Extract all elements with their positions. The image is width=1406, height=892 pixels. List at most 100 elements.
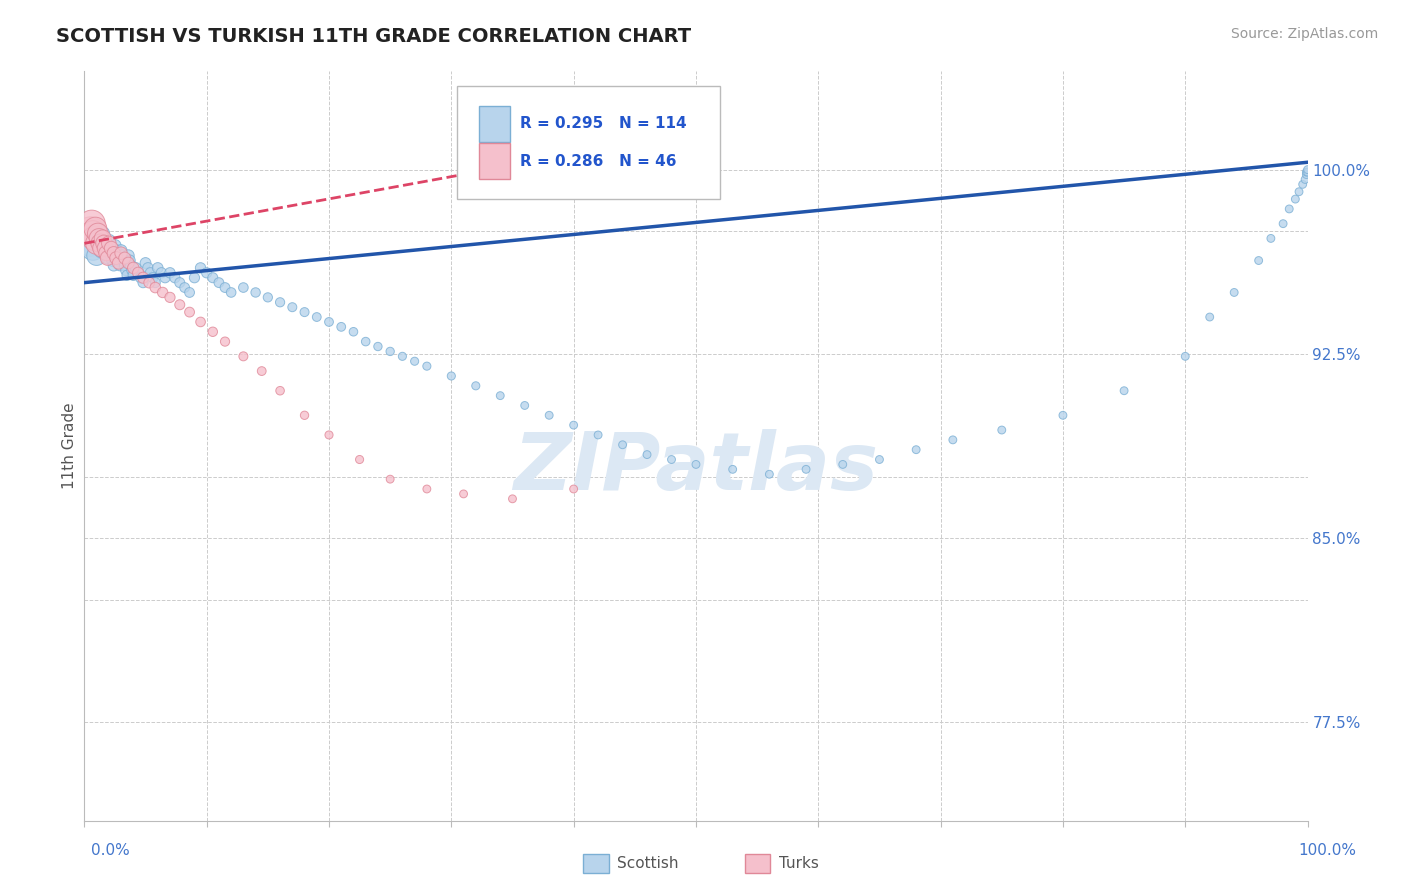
Point [86, 224, 108, 238]
Point [190, 315, 212, 329]
Point [1296, 165, 1319, 179]
Point [117, 256, 139, 270]
Point [1052, 409, 1074, 423]
Point [89, 236, 111, 251]
Point [136, 260, 159, 275]
Point [87, 229, 110, 244]
Point [103, 246, 125, 260]
Point [142, 270, 165, 285]
Point [93, 236, 115, 251]
Point [1294, 172, 1316, 186]
Point [269, 384, 291, 398]
Point [163, 270, 186, 285]
Point [942, 433, 965, 447]
Point [83, 231, 105, 245]
Point [318, 315, 340, 329]
Point [721, 462, 744, 476]
Point [86, 236, 108, 251]
Point [127, 266, 149, 280]
Point [114, 259, 136, 273]
Text: Turks: Turks [779, 856, 818, 871]
Point [91, 231, 114, 245]
Text: R = 0.295   N = 114: R = 0.295 N = 114 [520, 116, 686, 131]
Point [330, 319, 353, 334]
Point [135, 256, 157, 270]
Point [685, 458, 707, 472]
Point [103, 259, 125, 273]
Text: R = 0.286   N = 46: R = 0.286 N = 46 [520, 153, 676, 169]
Point [132, 276, 155, 290]
Point [232, 349, 254, 363]
Point [169, 276, 191, 290]
Point [318, 428, 340, 442]
Point [117, 249, 139, 263]
Point [586, 428, 609, 442]
Point [281, 300, 304, 314]
Point [1114, 384, 1136, 398]
Y-axis label: 11th Grade: 11th Grade [62, 402, 77, 490]
FancyBboxPatch shape [457, 87, 720, 199]
Point [108, 259, 131, 273]
Text: Scottish: Scottish [617, 856, 679, 871]
Point [190, 260, 212, 275]
Bar [479, 144, 510, 179]
Point [354, 334, 377, 349]
Point [98, 244, 121, 258]
Point [125, 260, 148, 275]
Point [440, 369, 463, 384]
Point [367, 339, 389, 353]
Point [91, 231, 114, 245]
Point [84, 227, 107, 241]
Point [183, 270, 205, 285]
Point [101, 253, 124, 268]
Point [82, 241, 104, 255]
Point [96, 246, 118, 260]
Point [294, 409, 316, 423]
Point [107, 253, 129, 268]
Point [179, 305, 201, 319]
Point [1272, 217, 1295, 231]
Point [138, 276, 160, 290]
Text: SCOTTISH VS TURKISH 11TH GRADE CORRELATION CHART: SCOTTISH VS TURKISH 11TH GRADE CORRELATI… [56, 27, 692, 45]
Point [257, 290, 280, 304]
Point [305, 310, 328, 324]
Point [758, 467, 780, 482]
Point [1260, 231, 1282, 245]
Text: 0.0%: 0.0% [91, 843, 131, 858]
Point [107, 256, 129, 270]
Point [94, 241, 117, 255]
Point [1296, 162, 1319, 177]
Point [87, 227, 110, 241]
Point [122, 268, 145, 283]
Point [97, 239, 120, 253]
Point [1284, 192, 1306, 206]
Point [112, 253, 135, 268]
Point [905, 442, 928, 457]
Point [110, 244, 132, 258]
Point [153, 270, 176, 285]
Point [208, 276, 231, 290]
Point [159, 290, 181, 304]
Point [139, 266, 162, 280]
Point [1223, 285, 1246, 300]
Point [91, 227, 114, 241]
Point [104, 239, 127, 253]
Bar [479, 106, 510, 142]
Point [991, 423, 1014, 437]
Point [143, 276, 166, 290]
Text: 100.0%: 100.0% [1299, 843, 1357, 858]
Point [636, 448, 658, 462]
Point [489, 389, 512, 403]
Point [80, 217, 103, 231]
Point [118, 253, 141, 268]
Point [562, 482, 585, 496]
Point [391, 349, 413, 363]
Point [90, 241, 112, 255]
Point [831, 458, 853, 472]
Point [169, 298, 191, 312]
Point [1295, 165, 1317, 179]
Point [250, 364, 273, 378]
Point [82, 227, 104, 241]
Point [214, 334, 236, 349]
Point [97, 234, 120, 248]
